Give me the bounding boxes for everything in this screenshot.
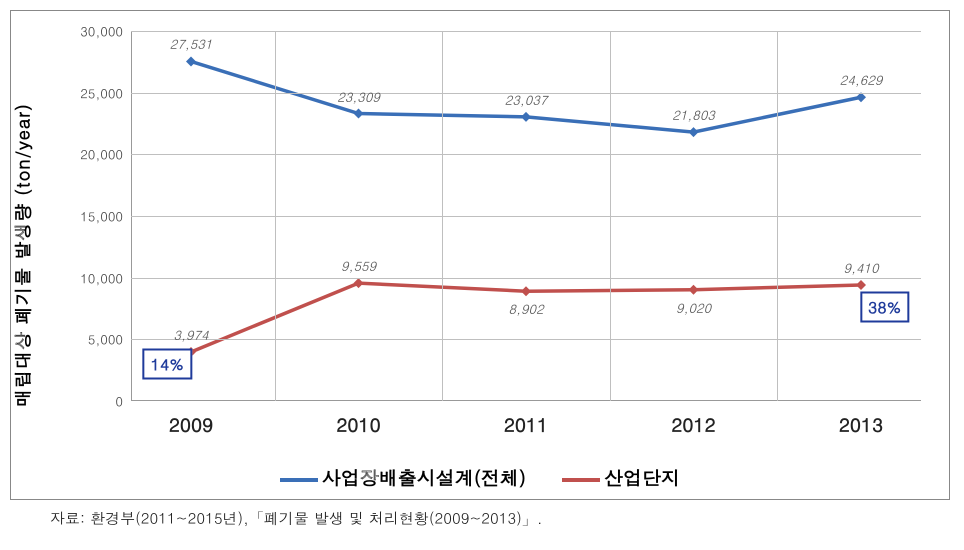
legend-label: 사업장배출시설계(전체) <box>322 464 526 491</box>
y-tick-label: 30,000 <box>80 22 131 41</box>
gridline-horizontal <box>131 31 921 32</box>
series-marker <box>689 127 699 137</box>
x-tick-label: 2011 <box>504 401 548 438</box>
legend-item: 사업장배출시설계(전체) <box>280 464 526 491</box>
x-tick-label: 2013 <box>839 401 883 438</box>
source-citation: 자료: 환경부(2011~2015년),「폐기물 발생 및 처리현황(2009~… <box>10 508 954 529</box>
data-label: 27,531 <box>170 34 213 53</box>
data-label: 3,974 <box>173 325 208 344</box>
y-tick-label: 20,000 <box>80 145 131 164</box>
chart-container: 매립대상 폐기물 발생량 (ton/year) 05,00010,00015,0… <box>10 10 950 500</box>
gridline-vertical <box>442 31 443 401</box>
gridline-vertical <box>275 31 276 401</box>
gridline-horizontal <box>131 216 921 217</box>
y-tick-label: 25,000 <box>80 83 131 102</box>
y-tick-label: 10,000 <box>80 268 131 287</box>
y-tick-label: 5,000 <box>88 330 131 349</box>
legend: 사업장배출시설계(전체) 산업단지 <box>11 464 949 491</box>
legend-item: 산업단지 <box>562 464 680 491</box>
x-tick-label: 2012 <box>671 401 715 438</box>
series-marker <box>186 56 196 66</box>
gridline-vertical <box>610 31 611 401</box>
gridline-vertical <box>777 31 778 401</box>
series-marker <box>354 278 364 288</box>
plot-area: 05,00010,00015,00020,00025,00030,0002009… <box>131 31 921 401</box>
callout-box: 38% <box>860 292 909 323</box>
gridline-horizontal <box>131 278 921 279</box>
x-tick-label: 2009 <box>169 401 213 438</box>
y-tick-label: 15,000 <box>80 207 131 226</box>
y-tick-label: 0 <box>115 392 131 411</box>
data-label: 23,309 <box>337 87 380 106</box>
gridline-horizontal <box>131 339 921 340</box>
data-label: 8,902 <box>508 299 543 318</box>
data-label: 9,559 <box>341 256 376 275</box>
gridline-horizontal <box>131 154 921 155</box>
series-marker <box>521 112 531 122</box>
data-label: 9,410 <box>843 258 878 277</box>
legend-swatch <box>280 478 318 482</box>
series-marker <box>354 109 364 119</box>
x-tick-label: 2010 <box>336 401 380 438</box>
series-marker <box>856 92 866 102</box>
data-label: 9,020 <box>676 298 711 317</box>
series-marker <box>689 285 699 295</box>
legend-swatch <box>562 478 600 482</box>
data-label: 21,803 <box>672 105 715 124</box>
data-label: 24,629 <box>840 70 883 89</box>
series-marker <box>856 280 866 290</box>
legend-label: 산업단지 <box>604 464 680 491</box>
series-marker <box>521 286 531 296</box>
data-label: 23,037 <box>505 90 548 109</box>
callout-box: 14% <box>143 349 192 380</box>
y-axis-title: 매립대상 폐기물 발생량 (ton/year) <box>11 103 36 407</box>
